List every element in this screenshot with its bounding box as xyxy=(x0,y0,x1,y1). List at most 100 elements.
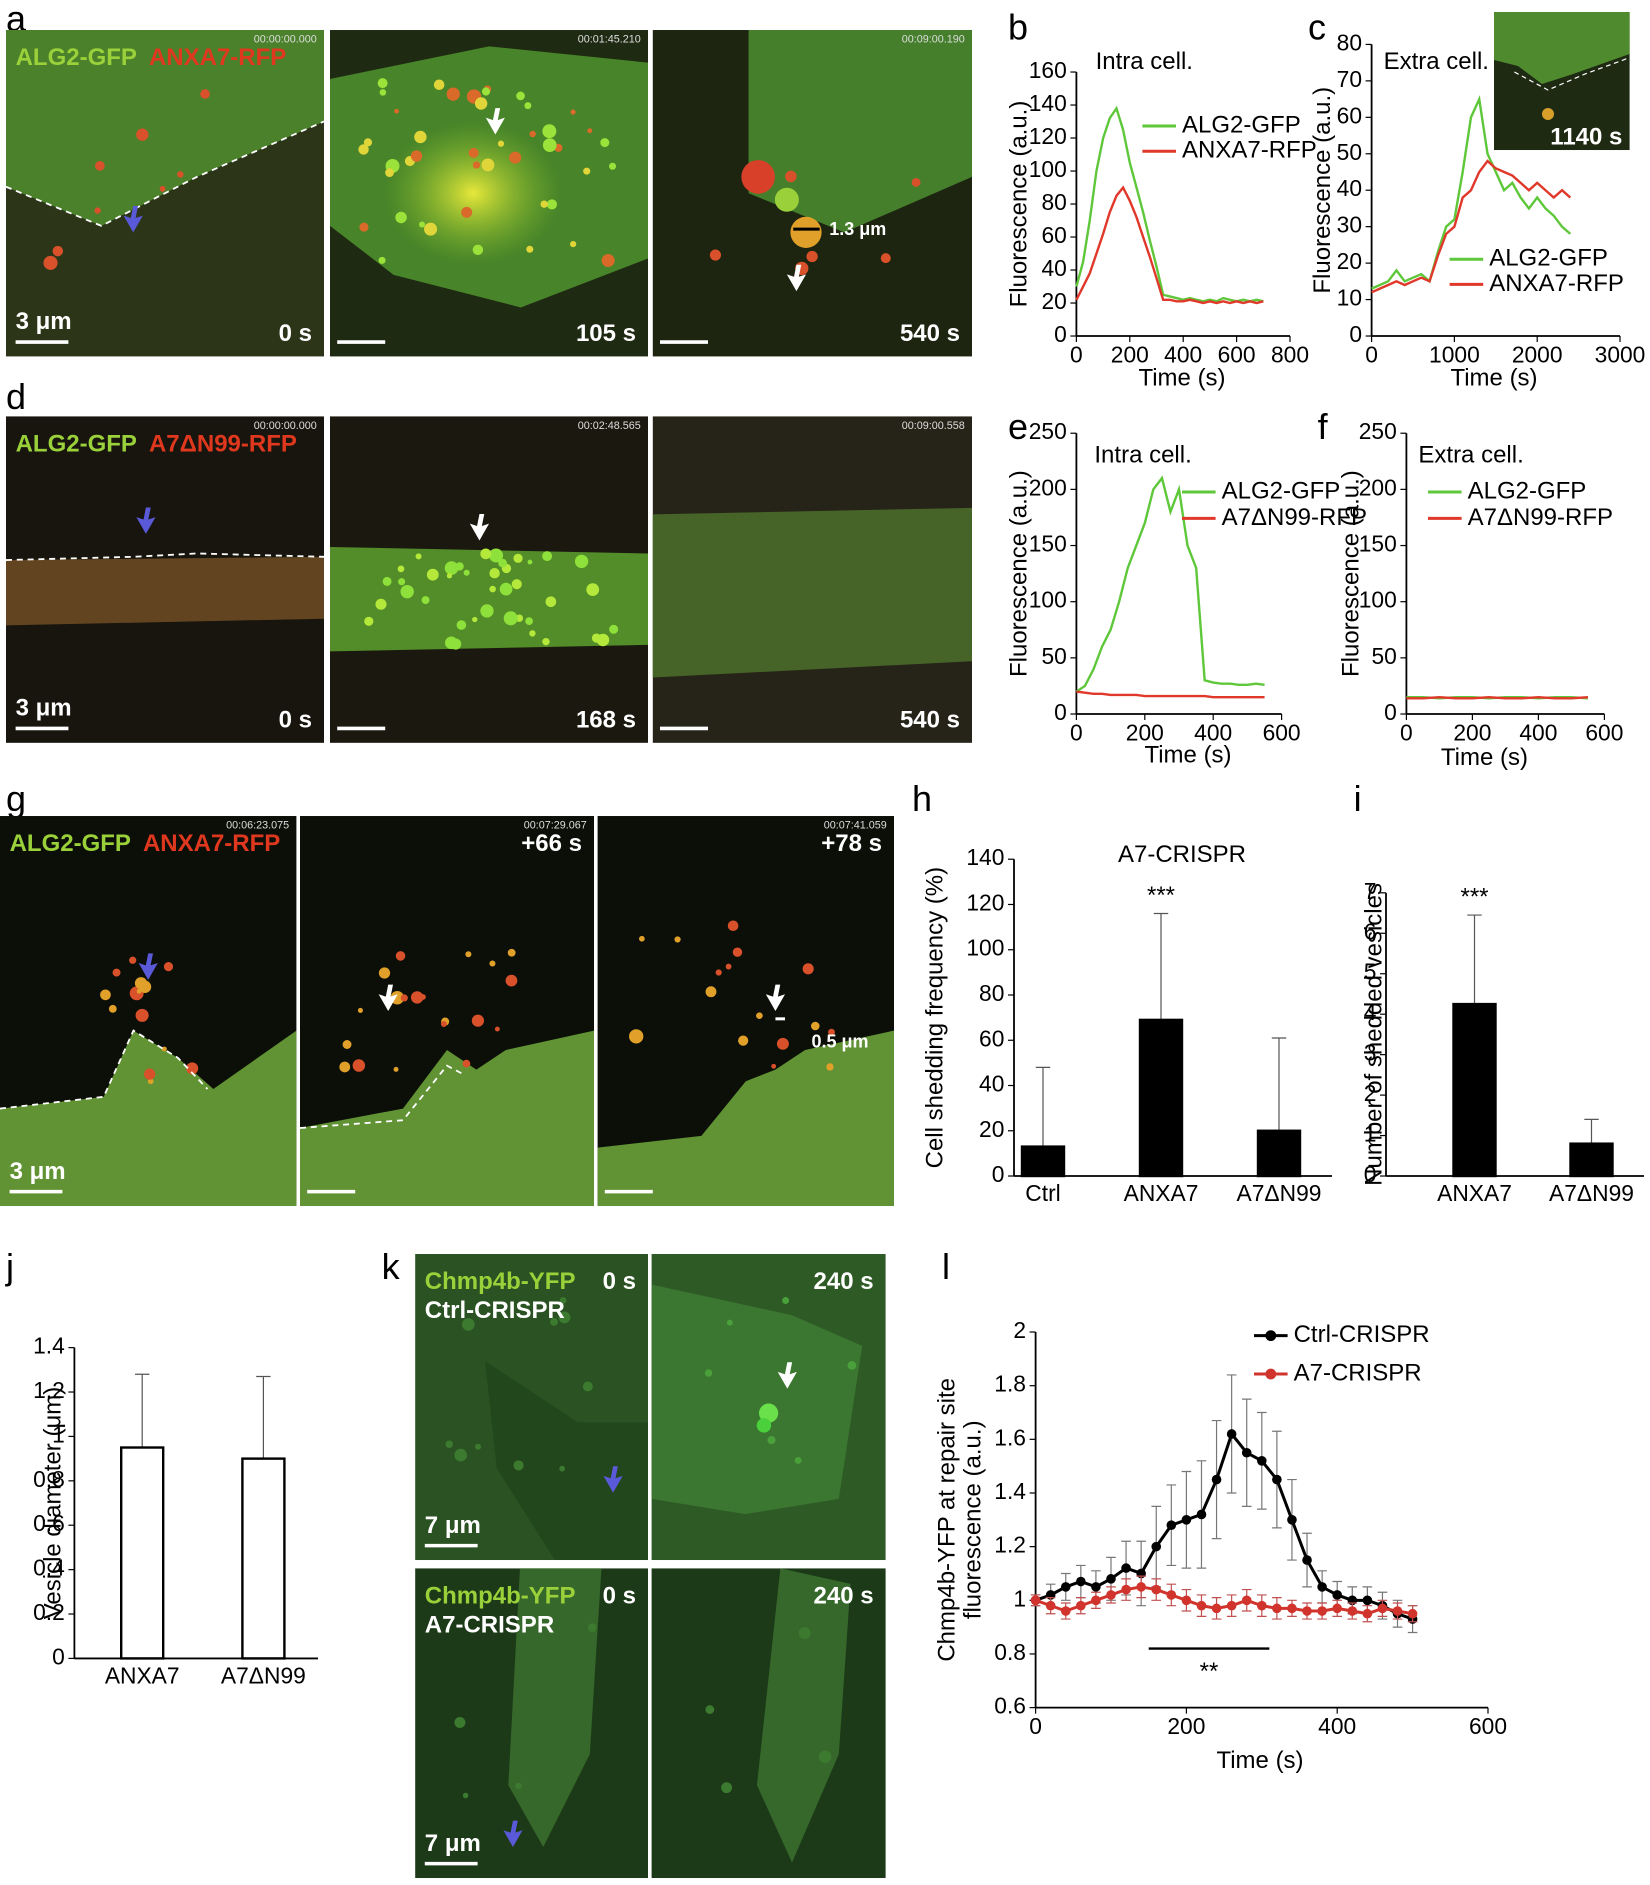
data-point xyxy=(1332,1603,1342,1614)
data-point xyxy=(1151,1541,1162,1552)
x-tick-label: A7ΔN99 xyxy=(1237,1180,1322,1206)
vesicle xyxy=(767,1436,776,1445)
x-axis-label: Time (s) xyxy=(1216,1747,1303,1774)
vesicle xyxy=(570,241,577,248)
x-tick-label: 200 xyxy=(1126,719,1164,745)
vesicle xyxy=(586,583,600,597)
vesicle xyxy=(378,256,386,264)
data-point xyxy=(1392,1606,1403,1616)
arrow xyxy=(123,205,143,233)
y-axis-label: Number of shedded vesicles xyxy=(1361,883,1388,1186)
x-tick-label: 400 xyxy=(1194,719,1232,745)
timestamp: 00:02:48.565 xyxy=(578,420,641,432)
data-point xyxy=(1241,1447,1252,1458)
vesicle xyxy=(756,1418,772,1433)
data-point xyxy=(1317,1606,1327,1616)
vesicle xyxy=(1542,108,1554,121)
y-tick-label: 60 xyxy=(1337,102,1362,128)
vesicle xyxy=(810,1021,820,1031)
vesicle xyxy=(161,1046,167,1052)
vesicle xyxy=(721,1782,733,1794)
significance: *** xyxy=(1147,882,1175,909)
x-tick-label: 0 xyxy=(1365,341,1378,367)
vesicle xyxy=(527,559,533,565)
x-tick-label: 0 xyxy=(1070,341,1083,367)
cell-region xyxy=(597,1030,894,1207)
vesicle xyxy=(525,617,533,625)
vesicle xyxy=(136,128,149,141)
vesicle xyxy=(395,951,406,961)
y-tick-label: 0 xyxy=(52,1643,65,1669)
time-label: 540 s xyxy=(900,707,960,734)
vesicle xyxy=(513,553,523,563)
vesicle xyxy=(393,1066,399,1072)
vesicle xyxy=(715,969,722,976)
y-tick-label: 3 xyxy=(1364,1040,1377,1066)
x-tick-label: 600 xyxy=(1263,719,1301,745)
channel-label: ALG2-GFP xyxy=(16,44,137,71)
y-tick-label: 10 xyxy=(1337,285,1362,311)
vesicle xyxy=(446,87,460,101)
cell-region xyxy=(485,1361,648,1561)
data-point xyxy=(1317,1582,1327,1592)
channel-label: ANXA7-RFP xyxy=(143,830,280,857)
x-tick-label: 3000 xyxy=(1595,341,1646,367)
data-line xyxy=(1035,1430,1414,1621)
vesicle xyxy=(433,79,445,91)
vesicle xyxy=(352,1059,366,1072)
data-point xyxy=(1302,1555,1312,1565)
vesicle xyxy=(574,554,589,569)
error-bar xyxy=(1153,912,1169,1020)
timestamp: 00:09:00.558 xyxy=(902,420,965,432)
vesicle xyxy=(421,596,430,605)
data-point xyxy=(1076,1576,1086,1587)
data-point xyxy=(1302,1606,1312,1616)
vesicle xyxy=(382,576,392,586)
y-tick-label: 50 xyxy=(1337,139,1362,165)
y-tick-label: 60 xyxy=(1041,222,1066,248)
data-point xyxy=(1362,1595,1373,1606)
vesicle xyxy=(445,1440,453,1448)
vesicle xyxy=(738,1035,749,1046)
vesicle xyxy=(771,1063,777,1069)
y-tick-label: 0 xyxy=(1349,321,1362,347)
error-bar xyxy=(1467,914,1482,1005)
x-tick-label: 200 xyxy=(1453,719,1491,745)
bar xyxy=(1138,1018,1184,1178)
panel-letter: l xyxy=(942,1246,950,1287)
data-point xyxy=(1076,1600,1086,1611)
x-tick-label: A7ΔN99 xyxy=(221,1663,306,1689)
vesicle xyxy=(489,548,504,563)
vesicle xyxy=(806,250,818,263)
arrow xyxy=(777,1362,797,1389)
vesicle xyxy=(446,573,453,579)
vesicle xyxy=(147,1078,154,1085)
data-point xyxy=(1332,1590,1342,1600)
scale-bar-label: 3 μm xyxy=(10,1158,66,1185)
condition-label: Ctrl-CRISPR xyxy=(425,1297,565,1324)
vesicle xyxy=(785,170,797,183)
condition-label: A7-CRISPR xyxy=(425,1611,554,1638)
data-point xyxy=(1347,1606,1358,1616)
vesicle xyxy=(542,124,557,139)
vesicle xyxy=(424,222,438,236)
vesicle xyxy=(415,553,422,560)
x-tick-label: ANXA7 xyxy=(1124,1180,1199,1206)
vesicle xyxy=(414,130,427,144)
arrow xyxy=(485,108,505,135)
x-tick-label: 200 xyxy=(1111,341,1149,367)
y-tick-label: 150 xyxy=(1029,531,1067,557)
y-axis-label: Fluorescence (a.u.) xyxy=(1309,87,1336,294)
channel-label: Chmp4b-YFP xyxy=(425,1583,576,1610)
x-tick-label: 600 xyxy=(1585,719,1623,745)
vesicle xyxy=(542,551,553,562)
vesicle xyxy=(163,962,174,972)
data-point xyxy=(1407,1608,1418,1619)
x-tick-label: 600 xyxy=(1469,1713,1507,1739)
arrow xyxy=(378,984,398,1012)
vesicle xyxy=(390,990,405,1005)
data-point xyxy=(1196,1600,1207,1611)
vesicle xyxy=(418,221,426,228)
vesicle xyxy=(357,1007,363,1013)
vesicle xyxy=(507,948,516,957)
